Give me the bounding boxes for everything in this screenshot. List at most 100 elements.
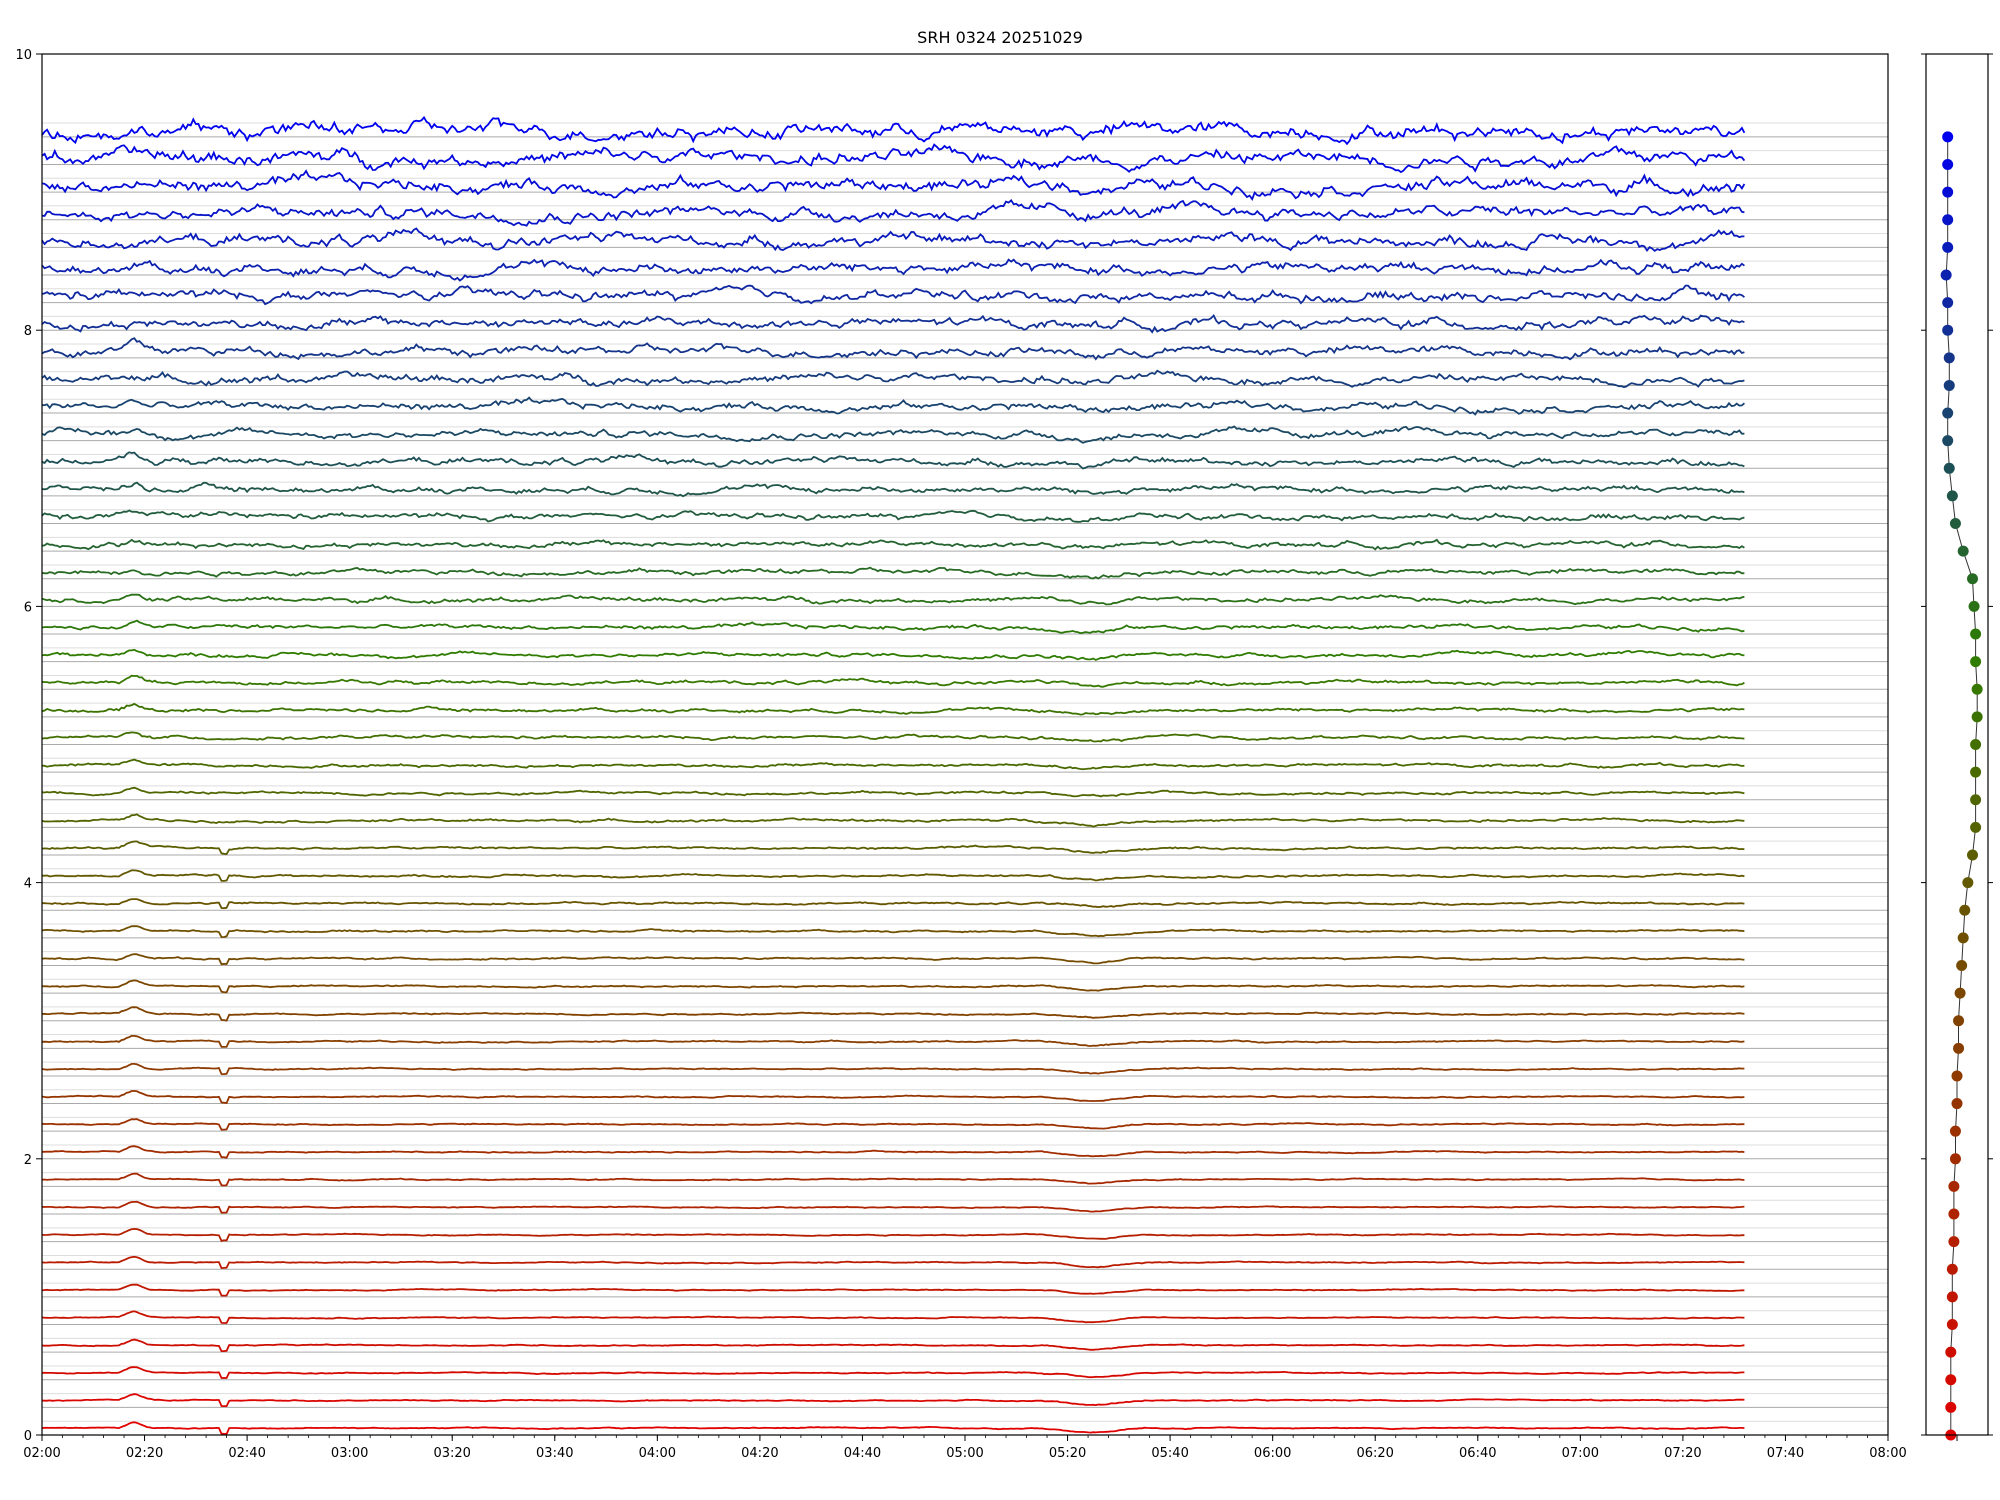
channel-trace bbox=[41, 674, 1745, 688]
y-tick-label: 8 bbox=[24, 324, 32, 339]
side-marker bbox=[1970, 656, 1982, 668]
side-marker bbox=[1948, 1236, 1960, 1248]
channel-trace bbox=[41, 1310, 1745, 1324]
side-plot-area bbox=[1921, 53, 1993, 1441]
channel-trace bbox=[41, 1172, 1745, 1187]
side-marker bbox=[1957, 932, 1969, 944]
side-marker bbox=[1946, 490, 1958, 502]
channel-trace bbox=[41, 143, 1746, 174]
channel-trace bbox=[41, 396, 1745, 416]
side-marker bbox=[1953, 1015, 1965, 1027]
y-tick-label: 4 bbox=[24, 877, 32, 892]
channel-trace bbox=[41, 169, 1746, 201]
channel-trace bbox=[41, 1366, 1745, 1379]
channel-trace bbox=[41, 481, 1745, 498]
side-marker bbox=[1940, 269, 1952, 281]
x-tick-label: 05:40 bbox=[1151, 1446, 1188, 1461]
channel-trace bbox=[41, 1338, 1745, 1352]
channel-trace bbox=[41, 953, 1745, 966]
side-marker bbox=[1942, 435, 1954, 447]
channel-trace bbox=[41, 1006, 1745, 1022]
side-marker bbox=[1942, 407, 1954, 419]
channel-gridlines bbox=[42, 122, 1888, 1436]
side-axis-ticks bbox=[1921, 53, 1993, 1441]
side-marker bbox=[1970, 628, 1982, 640]
side-marker bbox=[1951, 1098, 1963, 1110]
channel-trace bbox=[41, 425, 1745, 444]
chart-title: SRH 0324 20251029 bbox=[917, 28, 1083, 47]
side-marker bbox=[1967, 849, 1978, 861]
channel-trace bbox=[41, 813, 1745, 828]
x-tick-label: 03:40 bbox=[536, 1446, 573, 1461]
channel-trace bbox=[41, 786, 1745, 798]
channel-trace bbox=[41, 1090, 1745, 1104]
side-channel-markers bbox=[1940, 131, 1983, 1441]
side-marker bbox=[1967, 573, 1978, 585]
side-marker bbox=[1948, 1208, 1960, 1220]
side-marker bbox=[1946, 1319, 1958, 1331]
side-marker bbox=[1971, 711, 1983, 723]
channel-trace bbox=[41, 1421, 1745, 1435]
y-tick-label: 2 bbox=[24, 1153, 32, 1168]
channel-trace bbox=[41, 702, 1745, 716]
x-tick-label: 02:00 bbox=[23, 1446, 60, 1461]
x-tick-label: 04:00 bbox=[639, 1446, 676, 1461]
side-marker bbox=[1945, 1401, 1957, 1413]
side-marker bbox=[1943, 352, 1955, 364]
channel-trace bbox=[41, 258, 1745, 282]
channel-trace bbox=[41, 313, 1745, 334]
y-tick-label: 0 bbox=[24, 1429, 32, 1444]
channel-trace bbox=[41, 451, 1745, 470]
side-marker bbox=[1942, 297, 1954, 309]
side-marker bbox=[1949, 518, 1961, 530]
main-plot-area: 02:00 02:20 02:40 03:00 03:20 03:40 04:00 04:20… bbox=[15, 48, 1906, 1461]
x-tick-label: 06:20 bbox=[1356, 1446, 1393, 1461]
side-marker bbox=[1945, 1374, 1957, 1386]
channel-trace bbox=[41, 227, 1745, 253]
y-tick-label: 6 bbox=[24, 600, 32, 615]
side-marker bbox=[1951, 1070, 1963, 1082]
side-marker bbox=[1971, 683, 1983, 695]
channel-trace bbox=[41, 731, 1745, 743]
channel-trace bbox=[41, 509, 1745, 523]
side-marker bbox=[1942, 214, 1954, 226]
channel-trace bbox=[41, 284, 1745, 306]
side-marker bbox=[1970, 821, 1982, 833]
channel-trace bbox=[41, 538, 1745, 551]
side-marker bbox=[1942, 241, 1954, 253]
channel-trace bbox=[41, 1227, 1745, 1242]
side-marker bbox=[1948, 1180, 1960, 1192]
channel-trace bbox=[41, 1200, 1745, 1214]
x-axis-ticks: 02:00 02:20 02:40 03:00 03:20 03:40 04:00 04:20… bbox=[23, 1435, 1907, 1461]
side-marker bbox=[1949, 1125, 1961, 1137]
side-marker bbox=[1970, 739, 1982, 750]
channel-trace bbox=[41, 115, 1746, 146]
channel-trace bbox=[41, 1118, 1745, 1131]
side-marker bbox=[1962, 877, 1974, 889]
side-marker bbox=[1946, 1291, 1958, 1303]
channel-trace bbox=[42, 1145, 1745, 1159]
side-marker bbox=[1957, 545, 1969, 557]
channel-trace bbox=[41, 369, 1745, 389]
channel-trace bbox=[41, 1255, 1745, 1270]
channel-trace bbox=[41, 337, 1745, 361]
side-marker bbox=[1942, 186, 1954, 198]
x-tick-label: 02:20 bbox=[126, 1446, 163, 1461]
side-marker bbox=[1954, 987, 1966, 999]
channel-trace bbox=[41, 199, 1745, 227]
side-marker bbox=[1956, 959, 1968, 971]
channel-trace bbox=[42, 869, 1745, 882]
x-tick-label: 04:40 bbox=[844, 1446, 881, 1461]
channel-trace bbox=[41, 1035, 1745, 1048]
x-tick-label: 03:20 bbox=[433, 1446, 470, 1461]
x-tick-label: 03:00 bbox=[331, 1446, 368, 1461]
x-tick-label: 05:00 bbox=[946, 1446, 983, 1461]
x-tick-label: 04:20 bbox=[741, 1446, 778, 1461]
side-marker bbox=[1943, 379, 1955, 391]
channel-trace bbox=[41, 566, 1745, 580]
x-tick-label: 02:40 bbox=[228, 1446, 265, 1461]
side-marker bbox=[1953, 1042, 1965, 1054]
y-axis-ticks: 0 2 4 6 8 10 bbox=[15, 48, 42, 1444]
channel-trace bbox=[41, 593, 1745, 606]
x-tick-label: 07:20 bbox=[1664, 1446, 1701, 1461]
